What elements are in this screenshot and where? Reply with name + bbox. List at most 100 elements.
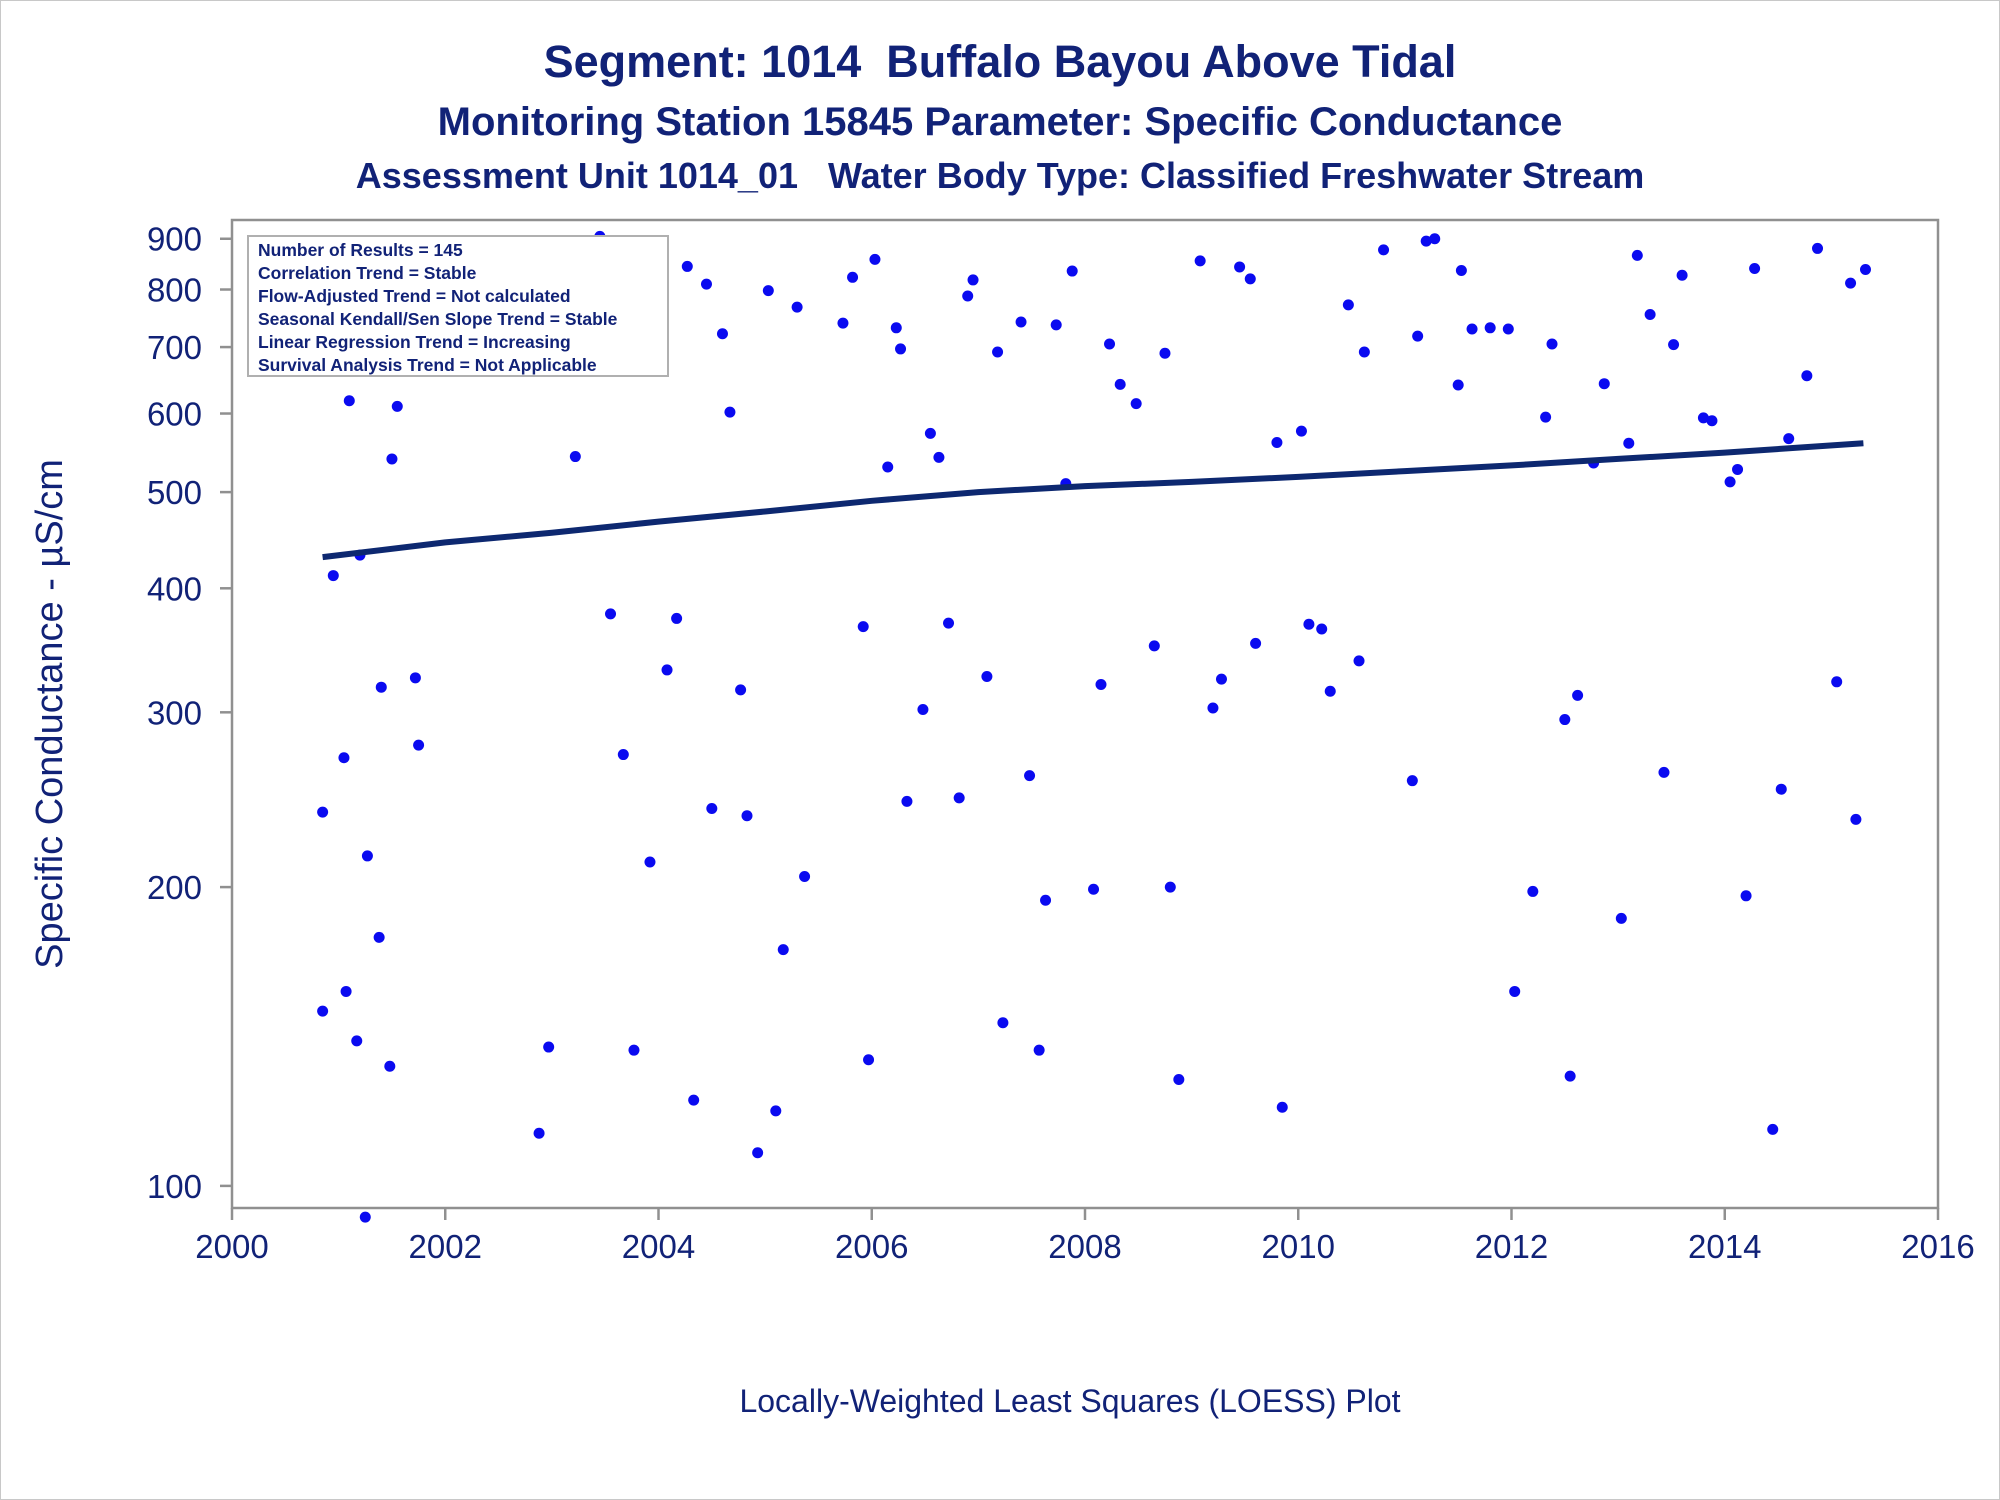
data-point xyxy=(1271,436,1283,448)
data-point xyxy=(901,795,913,807)
data-point xyxy=(1353,655,1365,667)
data-point xyxy=(933,451,945,463)
data-point xyxy=(1429,233,1441,245)
data-point xyxy=(1644,308,1656,320)
data-point xyxy=(1706,415,1718,427)
data-point xyxy=(359,1211,371,1223)
data-point xyxy=(1631,249,1643,261)
data-point xyxy=(1276,1101,1288,1113)
data-point xyxy=(943,617,955,629)
chart-subtitle-station: Monitoring Station 15845 Parameter: Spec… xyxy=(437,100,1563,144)
loess-trend-line xyxy=(322,440,1864,561)
data-point xyxy=(857,621,869,633)
data-point xyxy=(1207,702,1219,714)
data-point xyxy=(895,343,907,355)
data-point xyxy=(1066,265,1078,277)
stats-legend-box: Number of Results = 145 Correlation Trend… xyxy=(247,235,669,377)
data-point xyxy=(924,427,936,439)
y-axis: 100 200 300 400 500 600 700 800 900 xyxy=(147,221,232,1205)
chart-subtitle-assessment: Assessment Unit 1014_01 Water Body Type:… xyxy=(355,155,1645,196)
data-point xyxy=(890,322,902,334)
data-point xyxy=(1164,881,1176,893)
data-point xyxy=(799,870,811,882)
data-point xyxy=(1420,235,1432,247)
data-point xyxy=(1749,262,1761,274)
data-point xyxy=(391,400,403,412)
data-point xyxy=(351,1035,363,1047)
data-point xyxy=(1767,1123,1779,1135)
x-tick-label: 2000 xyxy=(195,1228,268,1265)
data-point xyxy=(688,1094,700,1106)
data-point xyxy=(1466,323,1478,335)
data-point xyxy=(343,395,355,407)
data-point xyxy=(777,944,789,956)
data-point xyxy=(967,274,979,286)
x-tick-label: 2012 xyxy=(1475,1228,1548,1265)
data-point xyxy=(386,453,398,465)
y-tick-label: 300 xyxy=(147,694,202,731)
data-point xyxy=(882,461,894,473)
data-point xyxy=(1088,883,1100,895)
data-point xyxy=(1234,261,1246,273)
stats-line: Correlation Trend = Stable xyxy=(258,263,477,283)
data-point xyxy=(762,285,774,297)
data-point xyxy=(953,792,965,804)
data-point xyxy=(962,290,974,302)
data-point xyxy=(1130,398,1142,410)
data-point xyxy=(1801,370,1813,382)
data-point xyxy=(1406,775,1418,787)
data-point xyxy=(317,806,329,818)
data-point xyxy=(1546,338,1558,350)
y-tick-label: 900 xyxy=(147,221,202,258)
y-tick-label: 600 xyxy=(147,396,202,433)
data-point xyxy=(681,260,693,272)
y-tick-label: 500 xyxy=(147,474,202,511)
x-tick-label: 2008 xyxy=(1048,1228,1121,1265)
data-point xyxy=(1378,244,1390,256)
x-tick-label: 2016 xyxy=(1901,1228,1974,1265)
data-point xyxy=(373,931,385,943)
data-point xyxy=(1250,637,1262,649)
chart-title: Segment: 1014 Buffalo Bayou Above Tidal xyxy=(543,36,1457,87)
data-point xyxy=(1024,770,1036,782)
data-point xyxy=(409,672,421,684)
data-point xyxy=(1484,322,1496,334)
data-point xyxy=(327,570,339,582)
data-point xyxy=(847,271,859,283)
data-point xyxy=(741,810,753,822)
data-point xyxy=(1540,411,1552,423)
data-point xyxy=(1831,676,1843,688)
stats-line: Seasonal Kendall/Sen Slope Trend = Stabl… xyxy=(258,309,618,329)
stats-line: Flow-Adjusted Trend = Not calculated xyxy=(258,286,571,306)
data-point xyxy=(617,749,629,761)
x-tick-label: 2004 xyxy=(622,1228,695,1265)
data-point xyxy=(1783,433,1795,445)
data-point xyxy=(724,406,736,418)
data-point xyxy=(1104,338,1116,350)
stats-line: Number of Results = 145 xyxy=(258,240,463,260)
data-point xyxy=(1342,299,1354,311)
stats-line: Survival Analysis Trend = Not Applicable xyxy=(258,355,597,375)
data-point xyxy=(1658,766,1670,778)
y-tick-label: 100 xyxy=(147,1168,202,1205)
data-point xyxy=(1358,346,1370,358)
y-tick-label: 700 xyxy=(147,329,202,366)
data-point xyxy=(1095,678,1107,690)
data-point xyxy=(543,1041,555,1053)
data-point xyxy=(917,703,929,715)
data-point xyxy=(413,739,425,751)
data-point xyxy=(1316,623,1328,635)
data-point xyxy=(628,1044,640,1056)
data-point xyxy=(837,317,849,329)
data-point xyxy=(533,1127,545,1139)
data-point xyxy=(997,1017,1009,1029)
y-axis-label: Specific Conductance - µS/cm xyxy=(29,459,71,969)
data-point xyxy=(1697,412,1709,424)
data-point xyxy=(1812,242,1824,254)
data-point xyxy=(1148,640,1160,652)
data-point xyxy=(992,346,1004,358)
data-point xyxy=(735,684,747,696)
y-tick-label: 400 xyxy=(147,570,202,607)
data-point xyxy=(863,1054,875,1066)
data-point xyxy=(706,803,718,815)
